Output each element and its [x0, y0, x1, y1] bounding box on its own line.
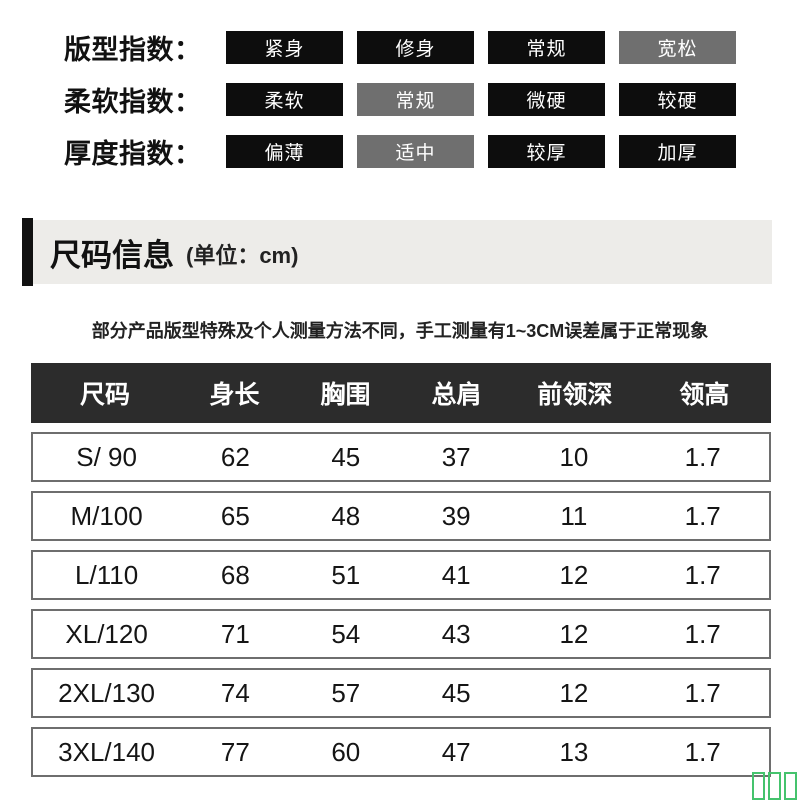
- table-cell-chest: 54: [331, 618, 361, 649]
- table-cell-collar-height: 1.7: [684, 677, 721, 708]
- table-cell-body-length: 62: [220, 441, 250, 472]
- thickness-option-extra-thick: 加厚: [619, 134, 736, 168]
- table-cell-chest: 45: [331, 441, 361, 472]
- unit-label: (单位：cm): [186, 243, 299, 268]
- table-cell-chest: 57: [331, 677, 361, 708]
- column-header-front-neck-depth: 前领深: [537, 381, 613, 409]
- fit-option-loose-selected: 宽松: [619, 30, 736, 64]
- measurement-disclaimer: 部分产品版型特殊及个人测量方法不同，手工测量有1~3CM误差属于正常现象: [91, 321, 709, 341]
- softness-index-label: 柔软指数：: [64, 86, 202, 117]
- table-cell-shoulder: 47: [441, 736, 471, 767]
- table-cell-shoulder: 39: [441, 500, 471, 531]
- green-watermark-glyphs: [752, 772, 800, 800]
- table-cell-body-length: 74: [220, 677, 250, 708]
- table-cell-body-length: 77: [220, 736, 250, 767]
- table-cell-front-neck-depth: 13: [559, 736, 589, 767]
- table-cell-size: S/ 90: [76, 441, 137, 472]
- table-row-l: L/110 68 51 41 12 1.7: [31, 550, 771, 600]
- fit-option-regular: 常规: [488, 30, 605, 64]
- table-cell-body-length: 68: [220, 559, 250, 590]
- size-table: 尺码 身长 胸围 总肩 前领深 领高 S/ 90 62 45 37 10 1.7…: [31, 363, 771, 777]
- table-cell-collar-height: 1.7: [684, 736, 721, 767]
- thickness-index-row: 厚度指数： 偏薄 适中 较厚 加厚: [64, 134, 800, 169]
- table-cell-collar-height: 1.7: [684, 441, 721, 472]
- table-row-xl: XL/120 71 54 43 12 1.7: [31, 609, 771, 659]
- fit-index-label: 版型指数：: [64, 34, 202, 65]
- softness-option-regular-selected: 常规: [357, 82, 474, 116]
- table-cell-front-neck-depth: 10: [559, 441, 589, 472]
- table-cell-size: M/100: [70, 500, 143, 531]
- fit-index-row: 版型指数： 紧身 修身 常规 宽松: [64, 30, 800, 65]
- watermark-glyph-box: [768, 772, 781, 800]
- table-cell-front-neck-depth: 12: [559, 677, 589, 708]
- table-cell-collar-height: 1.7: [684, 500, 721, 531]
- size-info-header: 尺码信息 (单位：cm): [22, 218, 772, 286]
- table-row-2xl: 2XL/130 74 57 45 12 1.7: [31, 668, 771, 718]
- size-info-title: 尺码信息: [50, 237, 174, 273]
- fit-option-tight: 紧身: [226, 30, 343, 64]
- product-index-panel: 版型指数： 紧身 修身 常规 宽松 柔软指数： 柔软 常规 微硬 较硬 厚度指数…: [0, 0, 800, 169]
- table-cell-collar-height: 1.7: [684, 618, 721, 649]
- column-header-chest: 胸围: [320, 381, 371, 409]
- fit-option-slim: 修身: [357, 30, 474, 64]
- table-cell-size: L/110: [75, 559, 139, 590]
- header-accent-bar: [22, 218, 33, 286]
- column-header-collar-height: 领高: [679, 381, 730, 409]
- softness-index-row: 柔软指数： 柔软 常规 微硬 较硬: [64, 82, 800, 117]
- size-table-header-row: 尺码 身长 胸围 总肩 前领深 领高: [31, 363, 771, 423]
- table-cell-front-neck-depth: 12: [559, 559, 589, 590]
- table-cell-size: 3XL/140: [58, 736, 156, 767]
- table-row-s: S/ 90 62 45 37 10 1.7: [31, 432, 771, 482]
- table-cell-front-neck-depth: 11: [560, 500, 588, 531]
- softness-option-soft: 柔软: [226, 82, 343, 116]
- table-cell-shoulder: 41: [441, 559, 471, 590]
- thickness-option-medium-selected: 适中: [357, 134, 474, 168]
- thickness-index-label: 厚度指数：: [64, 138, 202, 169]
- table-cell-body-length: 71: [220, 618, 250, 649]
- watermark-glyph-box: [752, 772, 765, 800]
- column-header-body-length: 身长: [209, 381, 260, 409]
- table-cell-body-length: 65: [220, 500, 250, 531]
- table-cell-collar-height: 1.7: [684, 559, 721, 590]
- watermark-glyph-box: [784, 772, 797, 800]
- table-cell-size: 2XL/130: [58, 677, 156, 708]
- table-cell-shoulder: 45: [441, 677, 471, 708]
- table-cell-chest: 51: [331, 559, 361, 590]
- thickness-option-thicker: 较厚: [488, 134, 605, 168]
- table-cell-front-neck-depth: 12: [559, 618, 589, 649]
- softness-option-hard: 较硬: [619, 82, 736, 116]
- thickness-option-thin: 偏薄: [226, 134, 343, 168]
- table-row-m: M/100 65 48 39 11 1.7: [31, 491, 771, 541]
- softness-option-slightly-hard: 微硬: [488, 82, 605, 116]
- table-cell-chest: 60: [331, 736, 361, 767]
- column-header-size: 尺码: [79, 381, 130, 409]
- table-cell-shoulder: 43: [441, 618, 471, 649]
- table-cell-chest: 48: [331, 500, 361, 531]
- column-header-shoulder: 总肩: [431, 381, 482, 409]
- header-band: 尺码信息 (单位：cm): [33, 220, 772, 284]
- table-cell-size: XL/120: [65, 618, 148, 649]
- table-row-3xl: 3XL/140 77 60 47 13 1.7: [31, 727, 771, 777]
- table-cell-shoulder: 37: [441, 441, 471, 472]
